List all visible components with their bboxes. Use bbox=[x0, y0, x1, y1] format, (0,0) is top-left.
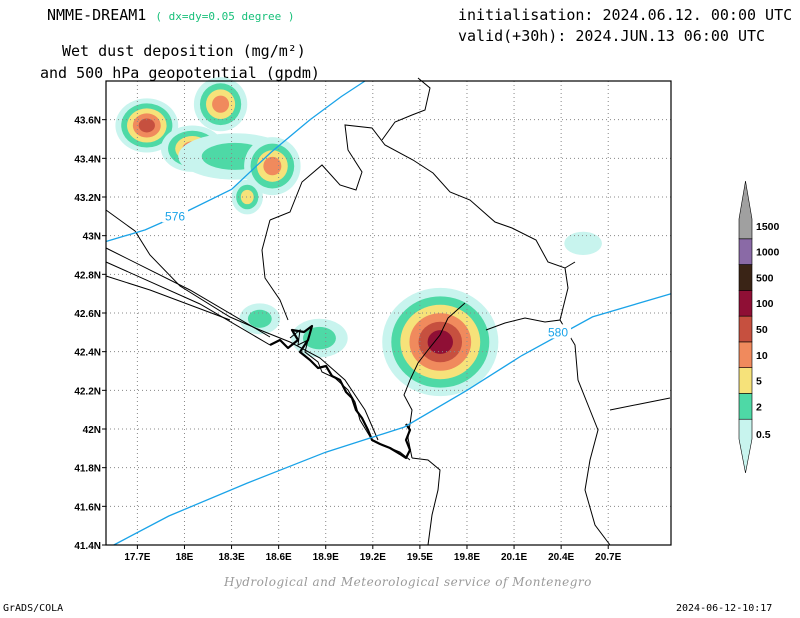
y-tick-label: 43.2N bbox=[74, 193, 101, 204]
legend-label: 1500 bbox=[756, 221, 780, 233]
x-tick-label: 18.6E bbox=[266, 552, 292, 563]
grid-lines bbox=[106, 81, 671, 546]
legend-swatch bbox=[738, 418, 753, 474]
contour-line bbox=[105, 80, 366, 243]
border-line bbox=[105, 261, 271, 346]
dust-blob bbox=[247, 309, 272, 328]
legend-swatch bbox=[738, 264, 753, 291]
border-line bbox=[261, 219, 289, 321]
legend-swatch bbox=[738, 341, 753, 368]
dust-blob bbox=[263, 156, 282, 176]
geopotential-contours: 576 580 bbox=[105, 80, 672, 546]
x-axis-ticks: 17.7E 18E 18.3E 18.6E 18.9E 19.2E 19.5E 19.8E 20… bbox=[124, 545, 622, 563]
dust-blob bbox=[138, 118, 155, 133]
x-tick-label: 19.2E bbox=[360, 552, 386, 563]
dust-blob bbox=[212, 95, 230, 113]
border-line bbox=[485, 267, 569, 331]
init-time: initialisation: 2024.06.12. 00:00 UTC bbox=[458, 6, 793, 24]
x-tick-label: 18.3E bbox=[218, 552, 244, 563]
coastline-path bbox=[269, 324, 412, 460]
legend-swatch bbox=[738, 393, 753, 420]
title-line2: and 500 hPa geopotential (gpdm) bbox=[40, 64, 320, 82]
dust-blob bbox=[427, 330, 453, 354]
valid-time: valid(+30h): 2024.JUN.13 06:00 UTC bbox=[458, 27, 766, 45]
legend-label: 10 bbox=[756, 350, 768, 362]
x-tick-label: 19.5E bbox=[407, 552, 433, 563]
y-tick-label: 42.2N bbox=[74, 386, 101, 397]
contour-label: 576 bbox=[165, 209, 185, 223]
x-tick-label: 17.7E bbox=[124, 552, 150, 563]
x-tick-label: 20.4E bbox=[548, 552, 574, 563]
legend-swatch bbox=[738, 238, 753, 265]
y-tick-label: 43.4N bbox=[74, 154, 101, 165]
resolution-label: ( dx=dy=0.05 degree ) bbox=[155, 10, 295, 23]
legend-swatch bbox=[738, 180, 753, 240]
y-tick-label: 43.6N bbox=[74, 116, 101, 127]
x-tick-label: 18E bbox=[176, 552, 194, 563]
y-tick-label: 41.4N bbox=[74, 541, 101, 552]
legend-label: 500 bbox=[756, 272, 774, 284]
border-line bbox=[105, 275, 231, 321]
legend-label: 1000 bbox=[756, 247, 780, 259]
border-line bbox=[105, 247, 271, 338]
y-tick-label: 42.6N bbox=[74, 309, 101, 320]
legend-label: 2 bbox=[756, 401, 762, 413]
y-tick-label: 42.8N bbox=[74, 270, 101, 281]
border-line bbox=[269, 124, 576, 269]
contour-label-bg bbox=[162, 208, 189, 223]
legend-swatch bbox=[738, 367, 753, 394]
y-tick-label: 42N bbox=[83, 425, 101, 436]
border-line bbox=[411, 457, 441, 546]
legend-label: 100 bbox=[756, 298, 774, 310]
x-tick-label: 20.7E bbox=[595, 552, 621, 563]
dust-blob bbox=[564, 231, 602, 255]
y-tick-label: 43N bbox=[83, 232, 101, 243]
model-name: NMME-DREAM1 bbox=[47, 6, 147, 24]
x-tick-label: 19.8E bbox=[454, 552, 480, 563]
y-tick-label: 42.4N bbox=[74, 348, 101, 359]
dust-blob bbox=[240, 189, 254, 205]
border-line bbox=[381, 77, 431, 141]
x-tick-label: 20.1E bbox=[501, 552, 527, 563]
x-tick-label: 18.9E bbox=[313, 552, 339, 563]
y-tick-label: 41.8N bbox=[74, 464, 101, 475]
y-axis-ticks: 41.4N 41.6N 41.8N 42N 42.2N 42.4N 42.6N 42.8N 43… bbox=[74, 116, 106, 552]
title-line1: Wet dust deposition (mg/m²) bbox=[62, 42, 306, 60]
border-line bbox=[105, 209, 379, 441]
timestamp-label: 2024-06-12-10:17 bbox=[676, 603, 773, 614]
legend-swatch bbox=[738, 290, 753, 317]
border-line bbox=[609, 397, 671, 411]
coastline bbox=[269, 324, 412, 460]
legend-label: 50 bbox=[756, 324, 768, 336]
software-label: GrADS/COLA bbox=[3, 603, 64, 614]
credit-text: Hydrological and Meteorological service … bbox=[224, 575, 592, 589]
legend-label: 5 bbox=[756, 376, 762, 388]
y-tick-label: 41.6N bbox=[74, 502, 101, 513]
legend-label: 0.5 bbox=[756, 429, 771, 441]
border-line bbox=[559, 319, 611, 546]
contour-label-bg bbox=[545, 324, 571, 339]
color-legend: 0.5 2 5 10 50 100 500 1000 1500 bbox=[738, 180, 780, 474]
contour-label: 580 bbox=[548, 325, 568, 339]
legend-swatch bbox=[738, 315, 753, 343]
